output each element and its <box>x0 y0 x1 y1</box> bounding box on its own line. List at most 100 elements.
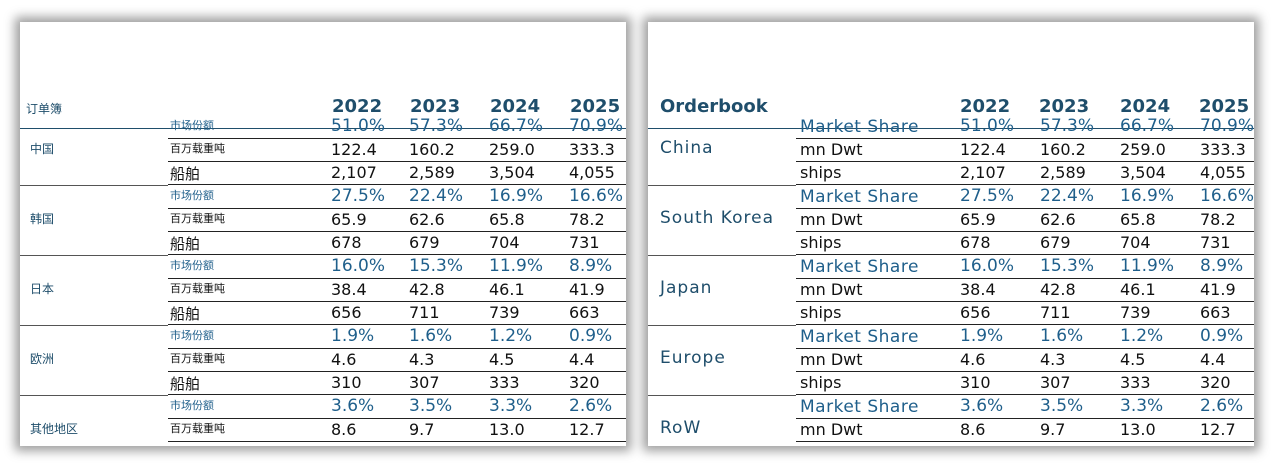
value-cell-2023: 1.6% <box>1040 326 1084 346</box>
value-cell-2025: 16.6% <box>1200 186 1254 206</box>
table-header: 订单簿 2022 2023 2024 2025 <box>20 84 626 130</box>
value-cell-2022: 8.6 <box>960 420 986 439</box>
row-divider <box>168 348 626 349</box>
value-cell-2024: 4.5 <box>489 350 515 369</box>
value-cell-2025: 333.3 <box>569 140 615 159</box>
region-label: China <box>660 138 714 158</box>
value-cell-2024: 1.2% <box>489 326 533 346</box>
value-cell-2022: 122.4 <box>331 140 377 159</box>
region-group: South Korea Market Share 27.5% 22.4% 16.9% 16… <box>648 186 1254 256</box>
value-cell-2024: 3,504 <box>1120 163 1166 182</box>
value-cell-2024: 66.7% <box>489 116 544 136</box>
ships-row: 船舶 678 679 704 731 <box>20 232 626 255</box>
row-divider <box>168 371 626 372</box>
orderbook-table-english: Orderbook 2022 2023 2024 2025 China Marke… <box>648 22 1254 446</box>
value-cell-2023: 711 <box>1040 303 1071 322</box>
value-cell-2024: 259.0 <box>1120 140 1166 159</box>
value-cell-2024: 13.0 <box>1120 420 1156 439</box>
dwt-row: mn Dwt 4.6 4.3 4.5 4.4 <box>648 349 1254 372</box>
row-divider <box>168 418 626 419</box>
row-label: 市场份额 <box>170 399 214 412</box>
ships-row: 船舶 2,107 2,589 3,504 4,055 <box>20 162 626 185</box>
row-label: mn Dwt <box>800 350 863 369</box>
value-cell-2024: 46.1 <box>1120 280 1156 299</box>
value-cell-2022: 51.0% <box>960 116 1015 136</box>
value-cell-2022: 8.6 <box>331 420 357 439</box>
value-cell-2025: 4,055 <box>1200 163 1246 182</box>
region-group: 中国 市场份额 51.0% 57.3% 66.7% 70.9% 百万载重吨 122.4 160.… <box>20 116 626 186</box>
value-cell-2023: 160.2 <box>409 140 455 159</box>
market-share-row: 市场份额 16.0% 15.3% 11.9% 8.9% <box>20 256 626 279</box>
region-label: Europe <box>660 348 726 368</box>
ships-row: ships 678 679 704 731 <box>648 232 1254 255</box>
row-label: 市场份额 <box>170 119 214 132</box>
row-divider <box>796 348 1254 349</box>
year-header-2023: 2023 <box>1039 96 1090 117</box>
value-cell-2022: 16.0% <box>960 256 1015 276</box>
ships-row: ships 656 711 739 663 <box>648 302 1254 325</box>
row-label: 百万载重吨 <box>170 212 225 225</box>
value-cell-2022: 1.9% <box>960 326 1004 346</box>
dwt-row: 百万载重吨 8.6 9.7 13.0 12.7 <box>20 419 626 442</box>
ships-row: ships 310 307 333 320 <box>648 372 1254 395</box>
year-header-2023: 2023 <box>410 96 461 117</box>
row-divider <box>796 278 1254 279</box>
group-divider <box>20 325 168 326</box>
row-label: 船舶 <box>170 375 201 393</box>
region-group: China Market Share 51.0% 57.3% 66.7% 70.9% mn … <box>648 116 1254 186</box>
value-cell-2024: 11.9% <box>1120 256 1175 276</box>
value-cell-2024: 704 <box>489 233 520 252</box>
region-label: South Korea <box>660 208 775 228</box>
value-cell-2023: 679 <box>1040 233 1071 252</box>
value-cell-2022: 65.9 <box>331 210 367 229</box>
row-label: 市场份额 <box>170 329 214 342</box>
ships-row: ships 2,107 2,589 3,504 4,055 <box>648 162 1254 185</box>
value-cell-2024: 16.9% <box>489 186 544 206</box>
value-cell-2025: 0.9% <box>1200 326 1244 346</box>
dwt-row: 百万载重吨 4.6 4.3 4.5 4.4 <box>20 349 626 372</box>
value-cell-2023: 307 <box>1040 373 1071 392</box>
value-cell-2022: 38.4 <box>960 280 996 299</box>
dwt-row: 百万载重吨 65.9 62.6 65.8 78.2 <box>20 209 626 232</box>
row-divider <box>796 324 1254 325</box>
region-group: 欧洲 市场份额 1.9% 1.6% 1.2% 0.9% 百万载重吨 4.6 4.3 4.5 4.4 船… <box>20 326 626 396</box>
market-share-row: Market Share 1.9% 1.6% 1.2% 0.9% <box>648 326 1254 349</box>
market-share-row: Market Share 3.6% 3.5% 3.3% 2.6% <box>648 396 1254 419</box>
value-cell-2022: 656 <box>331 303 362 322</box>
value-cell-2022: 656 <box>960 303 991 322</box>
row-divider <box>796 371 1254 372</box>
value-cell-2022: 16.0% <box>331 256 386 276</box>
value-cell-2024: 704 <box>1120 233 1151 252</box>
region-label: 其他地区 <box>30 422 79 436</box>
group-divider <box>20 395 168 396</box>
market-share-row: Market Share 51.0% 57.3% 66.7% 70.9% <box>648 116 1254 139</box>
value-cell-2023: 22.4% <box>1040 186 1095 206</box>
value-cell-2025: 333.3 <box>1200 140 1246 159</box>
value-cell-2025: 4,055 <box>569 163 615 182</box>
value-cell-2023: 62.6 <box>1040 210 1076 229</box>
row-label: ships <box>800 163 842 182</box>
value-cell-2025: 8.9% <box>569 256 613 276</box>
row-divider <box>168 254 626 255</box>
value-cell-2023: 2,589 <box>1040 163 1086 182</box>
value-cell-2024: 739 <box>489 303 520 322</box>
row-divider <box>796 138 1254 139</box>
value-cell-2022: 4.6 <box>331 350 357 369</box>
value-cell-2025: 320 <box>569 373 600 392</box>
value-cell-2024: 1.2% <box>1120 326 1164 346</box>
region-group: 其他地区 市场份额 3.6% 3.5% 3.3% 2.6% 百万载重吨 8.6 9.7 13.0 1… <box>20 396 626 446</box>
value-cell-2025: 731 <box>569 233 600 252</box>
value-cell-2023: 160.2 <box>1040 140 1086 159</box>
market-share-row: 市场份额 27.5% 22.4% 16.9% 16.6% <box>20 186 626 209</box>
region-label: 日本 <box>30 282 55 296</box>
row-divider <box>168 394 626 395</box>
value-cell-2023: 711 <box>409 303 440 322</box>
value-cell-2022: 4.6 <box>960 350 986 369</box>
year-header-2024: 2024 <box>490 96 541 117</box>
value-cell-2023: 4.3 <box>409 350 435 369</box>
row-label: 百万载重吨 <box>170 282 225 295</box>
row-label: ships <box>800 373 842 392</box>
dwt-row: mn Dwt 8.6 9.7 13.0 12.7 <box>648 419 1254 442</box>
group-divider <box>648 395 796 396</box>
row-label: ships <box>800 233 842 252</box>
